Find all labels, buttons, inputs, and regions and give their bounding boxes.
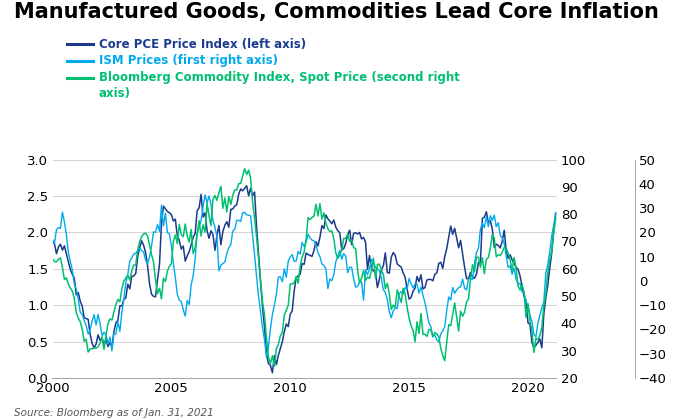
Text: axis): axis) (99, 87, 131, 100)
Text: Core PCE Price Index (left axis): Core PCE Price Index (left axis) (99, 38, 306, 50)
Text: Source: Bloomberg as of Jan. 31, 2021: Source: Bloomberg as of Jan. 31, 2021 (14, 408, 213, 418)
Text: ISM Prices (first right axis): ISM Prices (first right axis) (99, 55, 278, 67)
Text: Manufactured Goods, Commodities Lead Core Inflation: Manufactured Goods, Commodities Lead Cor… (14, 2, 659, 22)
Text: Bloomberg Commodity Index, Spot Price (second right: Bloomberg Commodity Index, Spot Price (s… (99, 71, 460, 84)
